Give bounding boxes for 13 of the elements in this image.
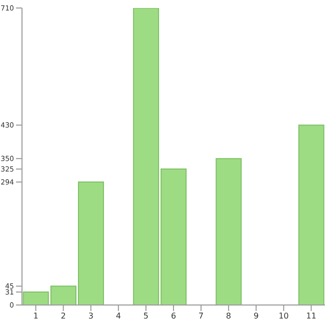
bar [216,158,242,305]
x-tick-label: 1 [33,312,38,321]
x-tick-label: 5 [143,312,148,321]
x-tick-label: 10 [278,312,289,321]
x-tick-label: 9 [254,312,259,321]
x-tick-label: 3 [88,312,94,321]
x-tick-label: 8 [226,312,232,321]
x-tick-label: 11 [306,312,316,321]
x-tick-label: 6 [170,312,176,321]
bar [298,124,324,305]
x-tick-label: 2 [60,312,66,321]
x-tick-label: 7 [198,312,204,321]
x-tick-label: 4 [116,312,121,321]
